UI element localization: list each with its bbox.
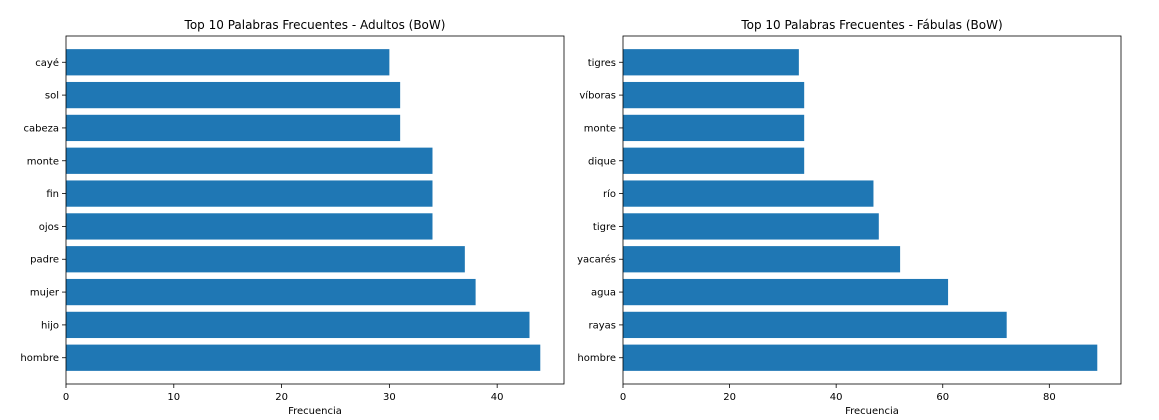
y-tick-label: rayas xyxy=(589,320,617,331)
x-tick-label: 80 xyxy=(1043,392,1056,403)
bar xyxy=(623,344,1098,371)
y-tick-label: hombre xyxy=(577,353,616,364)
x-tick-label: 0 xyxy=(620,392,626,403)
bar xyxy=(623,278,949,306)
bar xyxy=(623,213,879,240)
bar xyxy=(66,114,401,142)
x-axis-label: Frecuencia xyxy=(288,406,342,416)
bar xyxy=(66,147,433,174)
plot-frame xyxy=(622,35,1122,385)
x-tick-label: 40 xyxy=(830,392,843,403)
x-axis-label: Frecuencia xyxy=(845,406,899,416)
x-tick-label: 30 xyxy=(383,392,396,403)
y-tick-label: dique xyxy=(588,156,616,167)
y-tick-label: cabeza xyxy=(23,123,59,134)
x-tick-label: 60 xyxy=(936,392,949,403)
bar xyxy=(66,246,465,273)
x-tick-label: 20 xyxy=(275,392,288,403)
bar xyxy=(623,180,874,207)
x-tick-label: 0 xyxy=(63,392,69,403)
y-tick-label: padre xyxy=(30,255,59,266)
chart-fabulas: Top 10 Palabras Frecuentes - Fábulas (Bo… xyxy=(577,18,1122,417)
bar xyxy=(623,246,901,273)
y-tick-label: sol xyxy=(45,91,59,102)
y-tick-label: ojos xyxy=(39,222,59,233)
y-tick-label: agua xyxy=(591,288,616,299)
plot-frame xyxy=(65,35,565,385)
y-tick-label: monte xyxy=(584,123,616,134)
bar xyxy=(66,311,530,339)
chart-title: Top 10 Palabras Frecuentes - Fábulas (Bo… xyxy=(740,18,1002,32)
y-tick-label: monte xyxy=(27,156,59,167)
y-tick-label: fin xyxy=(46,189,59,200)
y-tick-label: tigre xyxy=(593,222,616,233)
bar xyxy=(623,311,1007,339)
bar xyxy=(66,344,541,371)
bar xyxy=(623,49,799,76)
bar xyxy=(66,49,390,76)
x-tick-label: 10 xyxy=(167,392,180,403)
y-tick-label: río xyxy=(603,188,616,200)
y-tick-label: hombre xyxy=(20,353,59,364)
bar xyxy=(623,81,805,109)
y-tick-label: tigres xyxy=(588,58,616,69)
bar xyxy=(623,147,805,174)
y-tick-label: yacarés xyxy=(577,254,616,266)
y-tick-label: mujer xyxy=(30,288,60,299)
chart-adultos: Top 10 Palabras Frecuentes - Adultos (Bo… xyxy=(20,18,565,417)
x-tick-label: 40 xyxy=(491,392,504,403)
y-tick-label: cayé xyxy=(35,57,59,69)
bar xyxy=(66,213,433,240)
y-tick-label: víboras xyxy=(579,90,616,102)
chart-title: Top 10 Palabras Frecuentes - Adultos (Bo… xyxy=(184,18,446,32)
y-tick-label: hijo xyxy=(41,320,59,331)
bar xyxy=(66,81,401,109)
bar xyxy=(66,180,433,207)
bar xyxy=(623,114,805,142)
bar xyxy=(66,278,476,306)
x-tick-label: 20 xyxy=(723,392,736,403)
